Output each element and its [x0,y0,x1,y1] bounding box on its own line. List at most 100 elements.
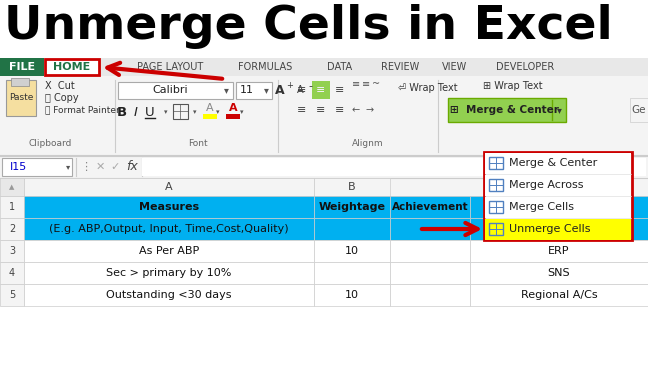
Text: A: A [165,182,173,192]
Text: ⏎ Wrap Text: ⏎ Wrap Text [398,83,457,93]
Bar [203,114,217,119]
Text: ▾: ▾ [193,109,197,115]
Text: Weightage: Weightage [319,202,386,212]
Text: Sec > primary by 10%: Sec > primary by 10% [106,268,232,278]
Text: DEVELOPER: DEVELOPER [496,62,554,72]
Bar [390,262,470,284]
Text: (E.g. ABP,Output, Input, Time,Cost,Quality): (E.g. ABP,Output, Input, Time,Cost,Quali… [49,224,289,234]
Text: ▾: ▾ [66,162,70,171]
Bar [173,104,188,119]
Text: ≡: ≡ [335,105,345,115]
Text: Outstanding <30 days: Outstanding <30 days [106,290,232,300]
Bar [485,153,631,174]
Bar [314,262,390,284]
Text: ✕: ✕ [95,162,105,172]
Text: ▾: ▾ [164,109,168,115]
Text: ≡: ≡ [335,85,345,95]
Bar [0,178,648,196]
Text: Merge Across: Merge Across [509,180,583,190]
Bar [390,196,470,218]
Text: DATA: DATA [327,62,353,72]
Bar [24,284,314,306]
Text: Paste: Paste [9,94,33,103]
Text: ⋮: ⋮ [80,162,91,172]
Bar [203,104,217,114]
Text: ▾: ▾ [216,109,220,115]
Bar [489,201,503,213]
Bar [0,240,24,262]
Bar [0,284,24,306]
Text: 5: 5 [9,290,15,300]
Text: Measures: Measures [139,202,199,212]
Text: Ge: Ge [632,105,646,115]
Text: FORMULAS: FORMULAS [238,62,292,72]
Bar [485,219,631,240]
Bar [470,284,648,306]
Text: ▾: ▾ [264,85,268,95]
Text: ≡: ≡ [297,85,307,95]
Text: ≡: ≡ [316,85,326,95]
Bar [314,178,390,196]
Bar [11,78,29,86]
Text: I15: I15 [10,162,27,172]
Bar [6,80,36,116]
Bar [485,175,631,196]
Bar [448,98,566,122]
Bar [489,179,503,191]
Bar [390,218,470,240]
Text: I: I [134,106,138,118]
FancyBboxPatch shape [45,59,99,75]
Bar [0,178,24,196]
Bar [24,178,314,196]
Bar [24,240,314,262]
Text: A: A [206,103,214,113]
Text: HOME: HOME [53,62,91,72]
Text: FILE: FILE [9,62,35,72]
Text: 1: 1 [9,202,15,212]
Bar [314,240,390,262]
Bar [470,196,648,218]
Bar [0,218,24,240]
Text: A: A [275,83,285,97]
Text: Source of Data: Source of Data [513,202,605,212]
Text: A: A [229,103,237,113]
Text: ✓: ✓ [110,162,120,172]
Bar [24,196,314,218]
Bar [390,284,470,306]
Text: ≡: ≡ [316,105,326,115]
Text: As Per ABP: As Per ABP [139,246,199,256]
Bar [390,240,470,262]
Text: 🖌 Format Painter: 🖌 Format Painter [45,106,120,115]
Text: 3: 3 [9,246,15,256]
Bar [314,218,390,240]
Text: Regional A/Cs: Regional A/Cs [521,290,597,300]
Text: Calibri: Calibri [152,85,188,95]
Text: ≡: ≡ [352,79,360,89]
Text: fx: fx [126,161,138,173]
Text: Unmerge Cells in Excel: Unmerge Cells in Excel [4,4,613,49]
Text: Clipboard: Clipboard [29,139,72,149]
Bar [2,158,72,176]
Text: ▾: ▾ [240,109,244,115]
Text: Alignm: Alignm [352,139,384,149]
Bar [226,104,240,114]
Bar [0,262,24,284]
Text: ▾: ▾ [224,85,229,95]
Bar [24,218,314,240]
Bar [489,223,503,235]
Text: ERP: ERP [548,246,570,256]
Bar [0,156,648,178]
Bar [485,197,631,218]
Text: B: B [117,106,127,118]
Bar [226,114,240,119]
Text: B: B [348,182,356,192]
Text: PAGE LAYOUT: PAGE LAYOUT [137,62,203,72]
Text: REVIEW: REVIEW [381,62,419,72]
Text: +: + [286,82,294,91]
Text: ⬜ Copy: ⬜ Copy [45,93,78,103]
Bar [236,82,272,99]
Text: 11: 11 [240,85,254,95]
Bar [470,240,648,262]
Text: Achievement: Achievement [391,202,469,212]
Text: ≡: ≡ [297,105,307,115]
